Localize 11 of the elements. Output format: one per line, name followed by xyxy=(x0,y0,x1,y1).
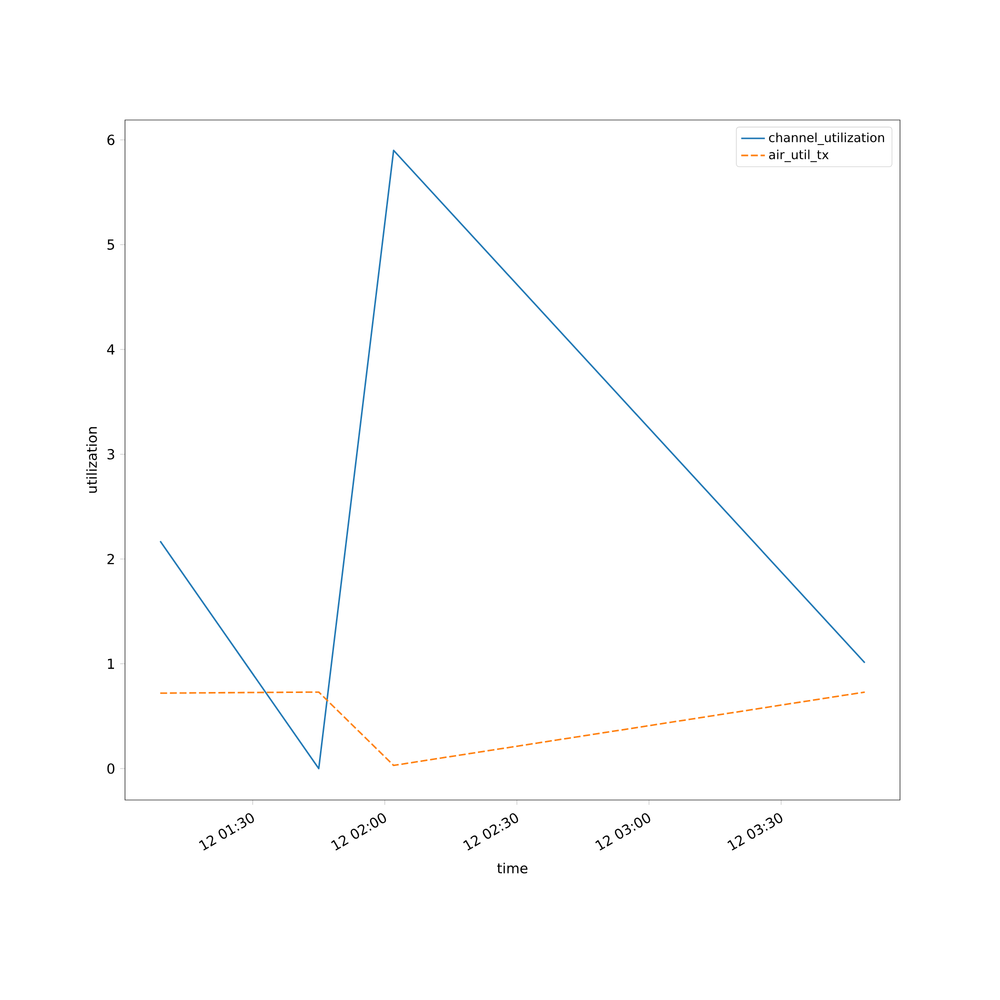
y-axis-title: utilization xyxy=(86,427,97,493)
y-tick-label: 3 xyxy=(108,448,114,460)
y-tick-label: 2 xyxy=(107,554,114,564)
legend-label: channel_utilization xyxy=(769,132,884,145)
y-tick-label: 4 xyxy=(107,344,114,354)
y-tick-label: 6 xyxy=(107,134,114,146)
x-axis-title: time xyxy=(497,862,528,874)
y-tick-label: 0 xyxy=(107,763,114,774)
y-tick-label: 1 xyxy=(108,658,114,669)
y-tick-label: 5 xyxy=(108,240,114,250)
legend-label: air_util_tx xyxy=(769,150,829,162)
